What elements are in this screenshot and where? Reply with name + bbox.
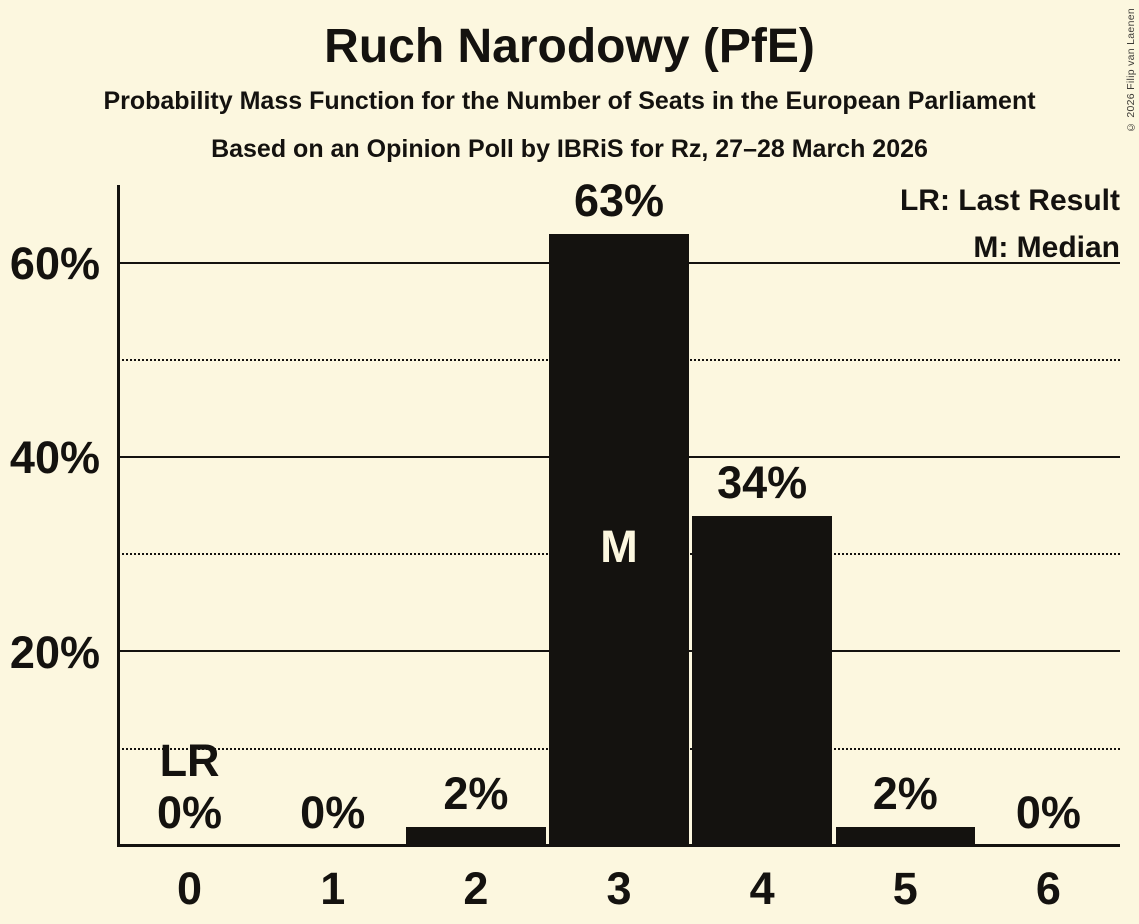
- x-tick-label-0: 0: [177, 863, 203, 914]
- bar-value-label-1: 0%: [300, 787, 366, 838]
- bar-seat-2: [406, 826, 546, 847]
- y-axis-line: [117, 185, 120, 847]
- copyright-notice: © 2026 Filip van Laenen: [1125, 8, 1137, 134]
- x-axis-line: [117, 844, 1120, 847]
- y-tick-label-60: 60%: [9, 237, 100, 289]
- median-marker: M: [600, 520, 638, 572]
- bar-value-label-6: 0%: [1015, 787, 1081, 838]
- y-tick-label-20: 20%: [9, 626, 100, 678]
- legend-median: M: Median: [973, 231, 1120, 264]
- x-tick-label-4: 4: [749, 863, 775, 914]
- chart-poll-source: Based on an Opinion Poll by IBRiS for Rz…: [211, 135, 928, 163]
- chart-title: Ruch Narodowy (PfE): [324, 20, 815, 73]
- bar-value-label-2: 2%: [443, 767, 509, 819]
- y-tick-label-40: 40%: [9, 432, 100, 484]
- legend-last-result: LR: Last Result: [899, 184, 1120, 217]
- last-result-marker: LR: [159, 735, 220, 786]
- bar-seat-4: [692, 515, 832, 847]
- x-tick-label-3: 3: [606, 863, 632, 914]
- x-tick-label-6: 6: [1035, 863, 1061, 914]
- bar-value-label-0: 0%: [157, 787, 223, 838]
- bar-seat-5: [835, 826, 976, 847]
- bar-value-label-5: 2%: [872, 767, 938, 819]
- bar-seat-3: [549, 233, 689, 847]
- bar-value-label-4: 34%: [717, 456, 808, 508]
- bar-value-label-3: 63%: [573, 174, 665, 226]
- x-tick-label-1: 1: [320, 863, 346, 914]
- x-tick-label-2: 2: [463, 863, 489, 914]
- x-tick-label-5: 5: [892, 863, 918, 914]
- chart-subtitle: Probability Mass Function for the Number…: [103, 87, 1036, 115]
